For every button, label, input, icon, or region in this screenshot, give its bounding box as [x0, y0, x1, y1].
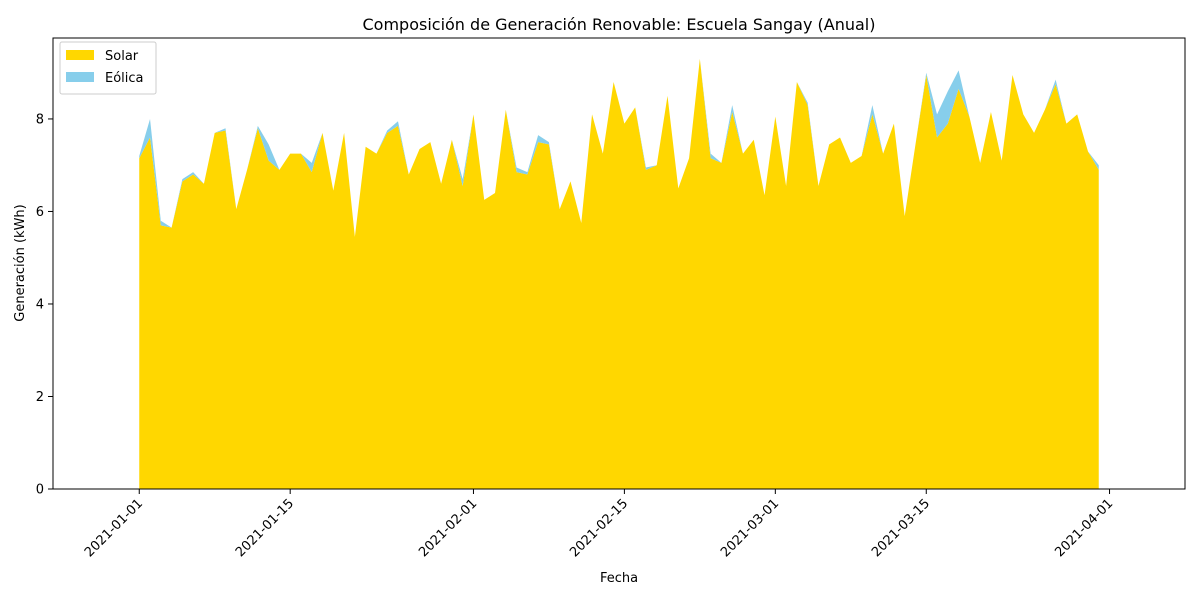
legend-label-eolica: Eólica [105, 71, 144, 86]
y-tick-label: 0 [36, 483, 44, 498]
x-tick-label: 2021-02-15 [567, 496, 631, 560]
y-axis: 0 2 4 6 8 [36, 112, 53, 498]
legend-swatch-eolica [66, 72, 94, 82]
plot-area [52, 37, 1186, 490]
x-tick-label: 2021-04-01 [1052, 496, 1116, 560]
x-axis-label: Fecha [600, 571, 638, 586]
legend-swatch-solar [66, 50, 94, 60]
x-tick-label: 2021-01-15 [233, 496, 297, 560]
chart-title: Composición de Generación Renovable: Esc… [363, 15, 876, 34]
x-axis: 2021-01-01 2021-01-15 2021-02-01 2021-02-15… [82, 489, 1116, 560]
legend: Solar Eólica [59, 41, 157, 95]
x-tick-label: 2021-02-01 [416, 496, 480, 560]
y-tick-label: 8 [36, 112, 44, 127]
area-series-solar [139, 58, 1099, 489]
x-tick-label: 2021-01-01 [82, 496, 146, 560]
y-axis-label: Generación (kWh) [13, 204, 28, 321]
y-tick-label: 2 [36, 390, 44, 405]
x-tick-label: 2021-03-01 [718, 496, 782, 560]
x-tick-label: 2021-03-15 [869, 496, 933, 560]
plot-frame [52, 37, 1186, 490]
legend-label-solar: Solar [105, 49, 139, 64]
y-tick-label: 6 [36, 205, 44, 220]
y-tick-label: 4 [36, 297, 44, 312]
